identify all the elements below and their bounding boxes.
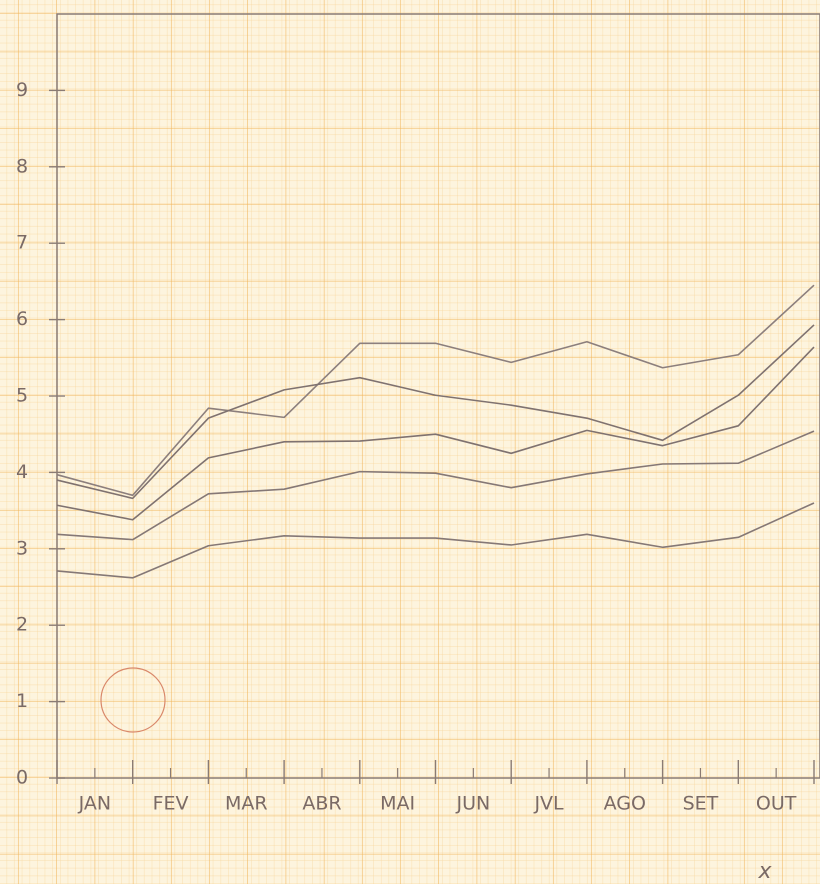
- y-tick-label: 4: [16, 461, 28, 483]
- x-tick-label: JVL: [533, 793, 564, 815]
- page: {"chart_data": {"type": "line", "x_label…: [0, 0, 820, 884]
- x-tick-label: MAI: [380, 793, 415, 815]
- y-tick-label: 1: [16, 690, 28, 712]
- x-tick-label: ABR: [302, 793, 341, 815]
- y-tick-label: 3: [16, 537, 28, 559]
- x-tick-label: JUN: [455, 793, 490, 815]
- x-tick-label: MAR: [225, 793, 268, 815]
- y-tick-label: 6: [16, 308, 28, 330]
- y-tick-label: 8: [16, 155, 28, 177]
- y-tick-label: 5: [16, 385, 28, 407]
- x-tick-label: OUT: [756, 793, 797, 815]
- x-axis-label: x: [757, 859, 772, 884]
- y-tick-label: 9: [16, 79, 28, 101]
- x-tick-label: AGO: [604, 793, 646, 815]
- graph-grid: [0, 0, 820, 884]
- y-tick-label: 2: [16, 614, 28, 636]
- y-tick-label: 7: [16, 232, 28, 254]
- y-tick-label: 0: [16, 767, 28, 789]
- x-tick-label: FEV: [153, 793, 189, 815]
- x-tick-label: SET: [683, 793, 719, 815]
- x-tick-label: JAN: [78, 793, 111, 815]
- chart: x 0 1 2 3 4 5 6 7 8 9 JAN FEV MAR ABR MAI JUN JVL AGO SET O…: [0, 0, 820, 884]
